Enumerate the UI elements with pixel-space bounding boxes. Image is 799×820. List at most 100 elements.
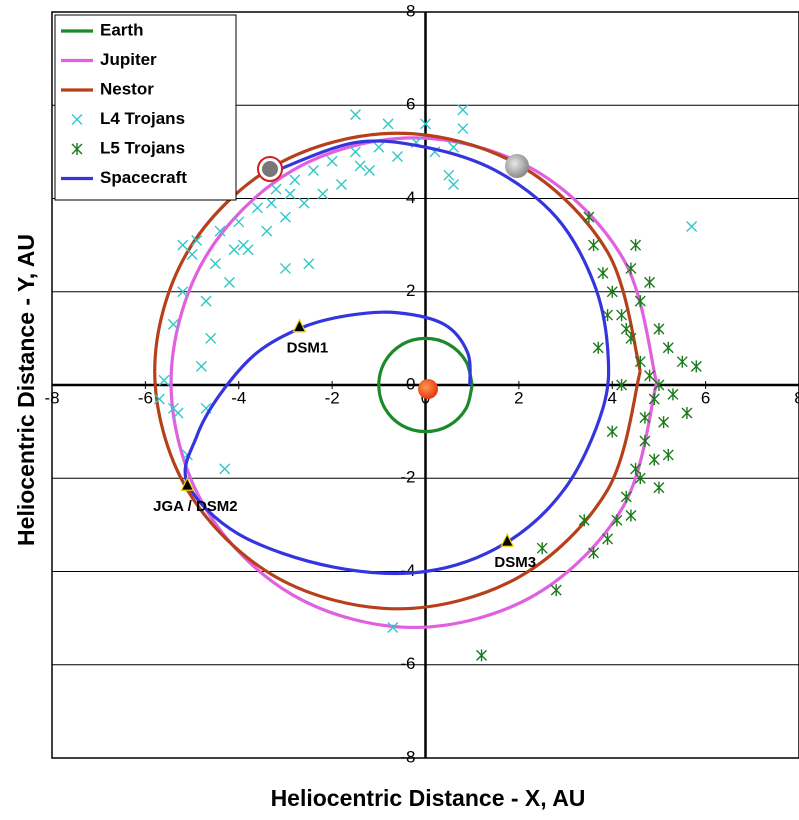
l5-marker xyxy=(676,355,688,368)
l5-marker xyxy=(644,369,656,382)
l4-marker xyxy=(158,374,170,386)
l5-marker xyxy=(602,532,614,545)
y-tick-label: -4 xyxy=(400,561,415,580)
l4-marker xyxy=(219,463,231,475)
l4-marker xyxy=(279,211,291,223)
l5-marker xyxy=(550,584,562,597)
l4-marker xyxy=(214,225,226,237)
l5-marker xyxy=(476,649,488,662)
legend-label: L4 Trojans xyxy=(100,109,185,128)
l4-marker xyxy=(354,160,366,172)
l4-marker xyxy=(261,225,273,237)
l5-marker xyxy=(616,379,628,391)
l5-marker xyxy=(634,295,646,308)
maneuver-marker xyxy=(500,532,515,547)
l4-marker xyxy=(209,258,221,270)
l4-marker xyxy=(177,286,189,298)
x-tick-label: 4 xyxy=(608,388,617,407)
nestor-icon xyxy=(262,161,278,177)
l4-marker xyxy=(448,179,460,191)
l5-marker xyxy=(583,211,595,224)
l4-marker xyxy=(205,332,217,344)
maneuver-marker xyxy=(180,476,195,491)
l4-marker xyxy=(686,220,698,232)
legend-label: Earth xyxy=(100,20,143,39)
l4-marker xyxy=(363,165,375,177)
l4-marker xyxy=(195,360,207,372)
l5-marker xyxy=(616,309,628,322)
l5-marker xyxy=(653,323,665,336)
y-tick-label: -2 xyxy=(400,468,415,487)
x-tick-label: -6 xyxy=(138,388,153,407)
l5-marker xyxy=(578,514,590,527)
y-tick-label: 4 xyxy=(406,188,415,207)
l5-marker xyxy=(662,341,674,354)
l4-marker xyxy=(298,197,310,209)
l4-marker xyxy=(153,393,165,405)
l5-marker xyxy=(71,143,83,155)
legend-box xyxy=(54,14,237,201)
x-tick-label: -4 xyxy=(231,388,246,407)
x-tick-label: -2 xyxy=(325,388,340,407)
l4-marker xyxy=(349,109,361,121)
l5-marker xyxy=(667,388,679,401)
l4-marker xyxy=(317,188,329,200)
l5-marker xyxy=(653,481,665,494)
maneuver-marker xyxy=(292,318,307,333)
l4-marker xyxy=(284,188,296,200)
l5-marker xyxy=(611,514,623,527)
l4-marker xyxy=(279,262,291,274)
l5-marker xyxy=(658,416,670,429)
l5-marker xyxy=(639,411,651,424)
l5-marker xyxy=(681,406,693,419)
l4-marker xyxy=(326,155,338,167)
l5-marker xyxy=(648,453,660,466)
l5-marker xyxy=(625,509,637,522)
x-axis-title: Heliocentric Distance - X, AU xyxy=(271,785,586,811)
annotation: JGA / DSM2 xyxy=(153,498,237,515)
l4-marker xyxy=(335,179,347,191)
l4-marker xyxy=(373,141,385,153)
l5-marker xyxy=(588,239,600,252)
l4-marker xyxy=(457,104,469,116)
orbit-line xyxy=(169,136,659,630)
l4-marker xyxy=(443,169,455,181)
legend-label: Jupiter xyxy=(100,50,157,69)
l5-marker xyxy=(634,355,646,368)
x-tick-label: 8 xyxy=(794,388,799,407)
l5-marker xyxy=(662,448,674,461)
l4-marker xyxy=(382,118,394,130)
l4-marker xyxy=(289,174,301,186)
l5-marker xyxy=(606,425,618,438)
x-tick-label: -8 xyxy=(44,388,59,407)
l5-marker xyxy=(690,360,702,373)
l4-marker xyxy=(167,318,179,330)
l4-marker xyxy=(251,202,263,214)
legend-label: Nestor xyxy=(100,79,154,98)
y-axis-title: Heliocentric Distance - Y, AU xyxy=(13,234,39,546)
l5-marker xyxy=(634,472,646,485)
l5-marker xyxy=(620,490,632,503)
orbit-line xyxy=(183,139,611,575)
l4-marker xyxy=(191,234,203,246)
l4-marker xyxy=(167,402,179,414)
l4-marker xyxy=(303,258,315,270)
y-tick-label: -6 xyxy=(400,654,415,673)
orbit-line xyxy=(377,336,474,434)
l4-marker xyxy=(228,244,240,256)
annotation: DSM3 xyxy=(494,554,536,571)
l4-marker xyxy=(71,114,83,125)
l5-marker xyxy=(606,285,618,298)
l4-marker xyxy=(387,621,399,633)
l5-marker xyxy=(620,323,632,336)
l4-marker xyxy=(420,118,431,130)
l5-marker xyxy=(536,542,548,555)
sun-icon xyxy=(418,379,438,399)
l4-marker xyxy=(223,276,235,288)
jupiter-icon xyxy=(505,154,529,178)
l4-marker xyxy=(307,165,319,177)
l4-marker xyxy=(200,295,212,307)
l5-marker xyxy=(644,276,656,289)
y-tick-label: 8 xyxy=(406,1,415,20)
